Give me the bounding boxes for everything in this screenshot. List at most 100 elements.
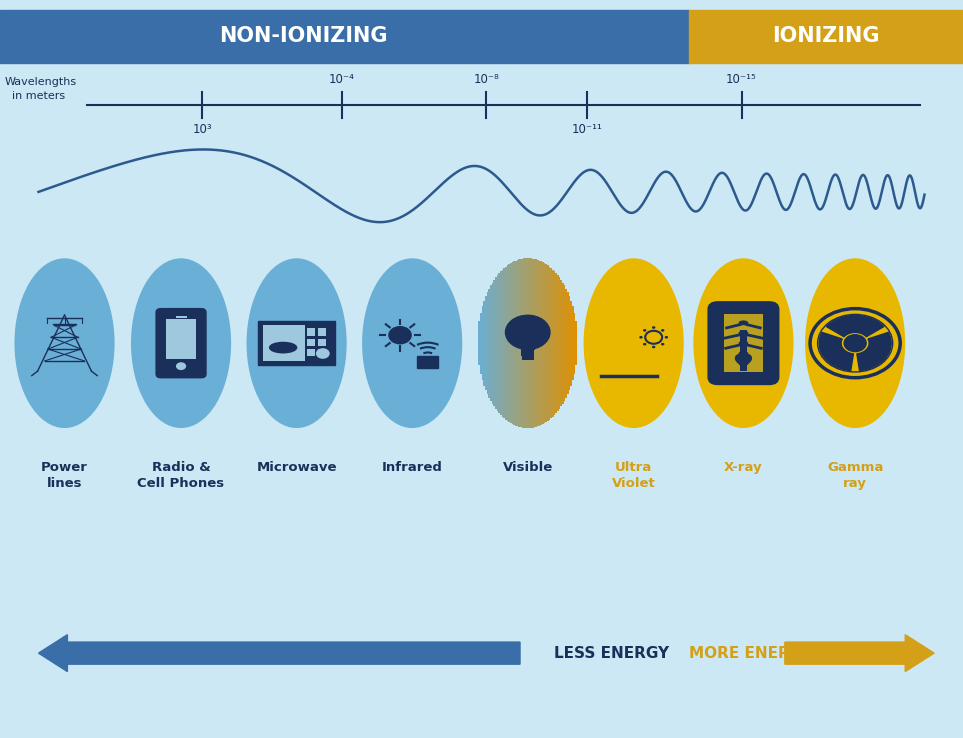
Circle shape — [661, 329, 664, 331]
Bar — [741, 331, 746, 371]
Bar — [510, 263, 512, 423]
Bar — [559, 277, 560, 409]
Circle shape — [643, 329, 646, 331]
Bar — [515, 261, 517, 426]
Polygon shape — [736, 354, 751, 368]
Text: 10⁻¹¹: 10⁻¹¹ — [572, 123, 603, 137]
Bar — [534, 259, 535, 427]
Bar — [530, 258, 533, 428]
Bar — [561, 283, 563, 404]
Bar — [522, 355, 534, 360]
Bar — [488, 289, 490, 398]
Bar — [507, 266, 508, 421]
Bar — [724, 314, 763, 372]
Bar — [536, 260, 538, 427]
Bar — [493, 280, 495, 407]
Bar — [689, 10, 963, 63]
Circle shape — [426, 358, 429, 360]
Text: 10⁻⁴: 10⁻⁴ — [329, 73, 354, 86]
Bar — [547, 266, 549, 421]
Ellipse shape — [739, 361, 748, 366]
Bar — [482, 306, 483, 380]
Bar — [552, 269, 554, 417]
Bar — [0, 10, 689, 63]
Text: NON-IONIZING: NON-IONIZING — [219, 26, 387, 46]
Bar — [573, 313, 576, 373]
Ellipse shape — [247, 258, 347, 428]
Bar — [567, 292, 569, 394]
Bar — [542, 262, 544, 424]
FancyArrow shape — [39, 635, 520, 672]
Bar — [565, 289, 567, 398]
Bar — [166, 320, 196, 359]
Text: Power
lines: Power lines — [41, 461, 88, 490]
Bar — [521, 351, 534, 356]
Text: Infrared: Infrared — [381, 461, 443, 475]
Bar — [502, 269, 504, 417]
Circle shape — [661, 343, 664, 345]
Circle shape — [316, 348, 329, 359]
FancyBboxPatch shape — [258, 321, 335, 365]
Bar — [521, 345, 534, 351]
Bar — [307, 328, 315, 336]
Bar — [417, 356, 438, 368]
Bar — [508, 264, 510, 422]
Circle shape — [643, 343, 646, 345]
Text: LESS ENERGY: LESS ENERGY — [554, 646, 669, 661]
Bar — [513, 261, 515, 425]
Bar — [318, 328, 325, 336]
Bar — [495, 277, 497, 409]
FancyBboxPatch shape — [708, 302, 779, 384]
Bar — [517, 260, 519, 427]
Ellipse shape — [270, 342, 297, 353]
Bar — [318, 339, 325, 346]
Bar — [568, 296, 570, 390]
Circle shape — [639, 336, 642, 339]
Circle shape — [845, 335, 866, 351]
Bar — [523, 258, 526, 428]
Text: X-ray: X-ray — [724, 461, 763, 475]
Bar — [572, 306, 574, 380]
Bar — [545, 264, 547, 422]
Text: Visible: Visible — [503, 461, 553, 475]
Ellipse shape — [693, 258, 794, 428]
Circle shape — [176, 362, 186, 370]
Bar — [575, 322, 577, 365]
Ellipse shape — [131, 258, 231, 428]
Ellipse shape — [362, 258, 462, 428]
Circle shape — [652, 326, 656, 329]
FancyArrow shape — [785, 635, 934, 672]
FancyBboxPatch shape — [156, 308, 206, 378]
Bar — [557, 275, 559, 411]
Text: IONIZING: IONIZING — [772, 26, 879, 46]
Circle shape — [652, 345, 656, 348]
Text: MORE ENERGY: MORE ENERGY — [689, 646, 813, 661]
Polygon shape — [820, 332, 853, 370]
Bar — [486, 292, 488, 394]
Bar — [563, 286, 565, 401]
Bar — [490, 286, 492, 401]
Text: 10³: 10³ — [193, 123, 212, 137]
Ellipse shape — [14, 258, 115, 428]
Bar — [497, 275, 499, 411]
Bar — [535, 260, 537, 427]
Polygon shape — [826, 316, 884, 337]
Bar — [527, 258, 529, 428]
Bar — [532, 259, 534, 427]
Text: Radio &
Cell Phones: Radio & Cell Phones — [138, 461, 224, 490]
Bar — [550, 268, 552, 418]
Text: Ultra
Violet: Ultra Violet — [612, 461, 656, 490]
Bar — [505, 266, 508, 420]
Bar — [548, 266, 551, 420]
Bar — [554, 272, 556, 415]
Ellipse shape — [739, 331, 748, 335]
Bar — [485, 296, 487, 390]
Bar — [543, 263, 545, 423]
Text: Wavelengths
  in meters: Wavelengths in meters — [5, 77, 77, 102]
Bar — [318, 349, 325, 356]
Bar — [498, 273, 501, 413]
Bar — [540, 261, 542, 425]
Bar — [520, 259, 522, 427]
Bar — [307, 339, 315, 346]
Bar — [560, 280, 562, 407]
